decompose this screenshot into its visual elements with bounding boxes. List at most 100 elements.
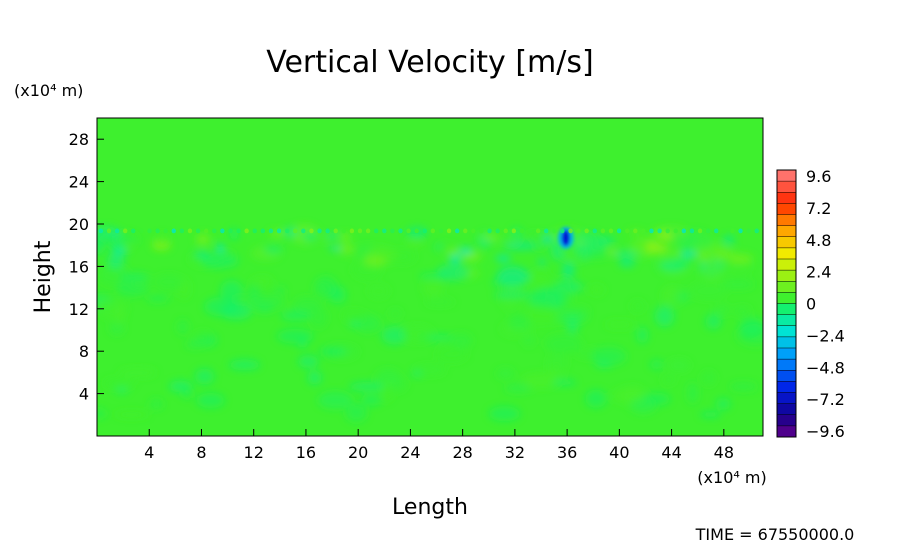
layer-top-ripple [714, 228, 719, 234]
velocity-cell [310, 307, 327, 328]
colorbar-level [777, 292, 796, 304]
velocity-cell [156, 233, 169, 246]
velocity-cell [339, 233, 352, 241]
layer-top-ripple [535, 228, 541, 234]
layer-top-ripple [430, 228, 436, 234]
colorbar-label: −4.8 [806, 358, 845, 377]
velocity-cell [488, 406, 521, 422]
colorbar-level [777, 314, 796, 327]
x-tick-label: 48 [714, 443, 734, 462]
layer-top-ripple [114, 228, 120, 234]
x-tick-label: 36 [557, 443, 577, 462]
colorbar-label: 4.8 [806, 231, 831, 250]
velocity-cell [530, 270, 552, 289]
velocity-cell [698, 234, 707, 246]
x-tick-label: 24 [400, 443, 420, 462]
velocity-cell [388, 309, 402, 319]
x-tick-label: 32 [505, 443, 525, 462]
layer-top-ripple [268, 228, 274, 234]
colorbar-label: 7.2 [806, 199, 831, 218]
colorbar-level [777, 225, 796, 238]
velocity-cell [301, 231, 318, 242]
velocity-cell [248, 294, 285, 310]
velocity-cell [231, 296, 254, 303]
layer-top-ripple [584, 228, 589, 234]
layer-top-ripple [390, 228, 395, 234]
velocity-cell [570, 232, 608, 254]
velocity-cell [733, 306, 751, 316]
velocity-cell [98, 264, 129, 286]
colorbar-level [777, 203, 796, 215]
layer-top-ripple [106, 228, 112, 234]
velocity-cell [381, 380, 393, 402]
layer-top-ripple [373, 228, 379, 234]
velocity-cell [425, 298, 455, 306]
velocity-cell [436, 263, 470, 281]
velocity-cell [317, 391, 353, 409]
layer-top-ripple [511, 228, 517, 234]
y-tick-label: 4 [79, 385, 89, 404]
velocity-cell [401, 325, 433, 343]
layer-top-ripple [220, 228, 225, 234]
velocity-cell [714, 305, 730, 316]
x-tick-label: 44 [661, 443, 681, 462]
velocity-cell [576, 240, 585, 245]
velocity-cell [701, 262, 724, 283]
colorbar-level [777, 359, 796, 371]
layer-top-ripple [705, 228, 711, 234]
velocity-cell [521, 373, 557, 389]
downdraft-core [561, 229, 570, 246]
layer-top-ripple [697, 228, 703, 234]
layer-top-ripple [147, 228, 152, 234]
layer-top-ripple [187, 228, 193, 234]
layer-top-ripple [236, 228, 241, 234]
colorbar-level [777, 370, 796, 382]
layer-top-ripple [592, 228, 598, 234]
y-tick-label: 24 [69, 173, 89, 192]
colorbar-label: −7.2 [806, 390, 845, 409]
y-axis-title: Height [31, 240, 56, 313]
velocity-cell [204, 297, 240, 317]
colorbar-level [777, 170, 796, 182]
layer-top-ripple [527, 228, 533, 234]
colorbar-level [777, 192, 796, 204]
layer-top-ripple [681, 228, 687, 234]
velocity-cell [526, 232, 550, 237]
layer-top-ripple [544, 228, 549, 234]
velocity-cell [721, 279, 754, 289]
colorbar-label: 0 [806, 295, 816, 314]
velocity-cell [491, 278, 527, 287]
layer-top-ripple [406, 228, 411, 234]
layer-top-ripple [123, 228, 128, 234]
velocity-cell [211, 251, 236, 258]
velocity-cell [195, 233, 211, 246]
velocity-cell [458, 246, 473, 255]
velocity-cell [319, 235, 329, 242]
velocity-cell [664, 253, 675, 262]
layer-top-ripple [495, 228, 500, 234]
layer-top-ripple [365, 228, 371, 234]
velocity-cell [251, 276, 273, 287]
velocity-cell [97, 408, 107, 419]
velocity-cell [297, 338, 308, 348]
chart-title: Vertical Velocity [m/s] [266, 45, 593, 80]
velocity-cell [504, 384, 532, 393]
y-tick-label: 28 [69, 130, 89, 149]
layer-top-ripple [317, 228, 322, 234]
velocity-cell [699, 411, 721, 418]
velocity-cell [119, 368, 157, 377]
layer-top-ripple [357, 228, 363, 234]
layer-top-ripple [479, 228, 484, 234]
velocity-cell [697, 253, 712, 263]
colorbar-label: −9.6 [806, 422, 845, 441]
colorbar-level [777, 247, 796, 260]
layer-top-ripple [203, 228, 209, 234]
layer-top-ripple [519, 228, 525, 234]
x-tick-label: 8 [196, 443, 206, 462]
velocity-cell [200, 253, 239, 269]
layer-top-ripple [641, 228, 646, 234]
velocity-cell [146, 294, 170, 303]
layer-top-ripple [252, 228, 257, 234]
colorbar-level [777, 325, 796, 338]
layer-top-ripple [487, 228, 492, 234]
